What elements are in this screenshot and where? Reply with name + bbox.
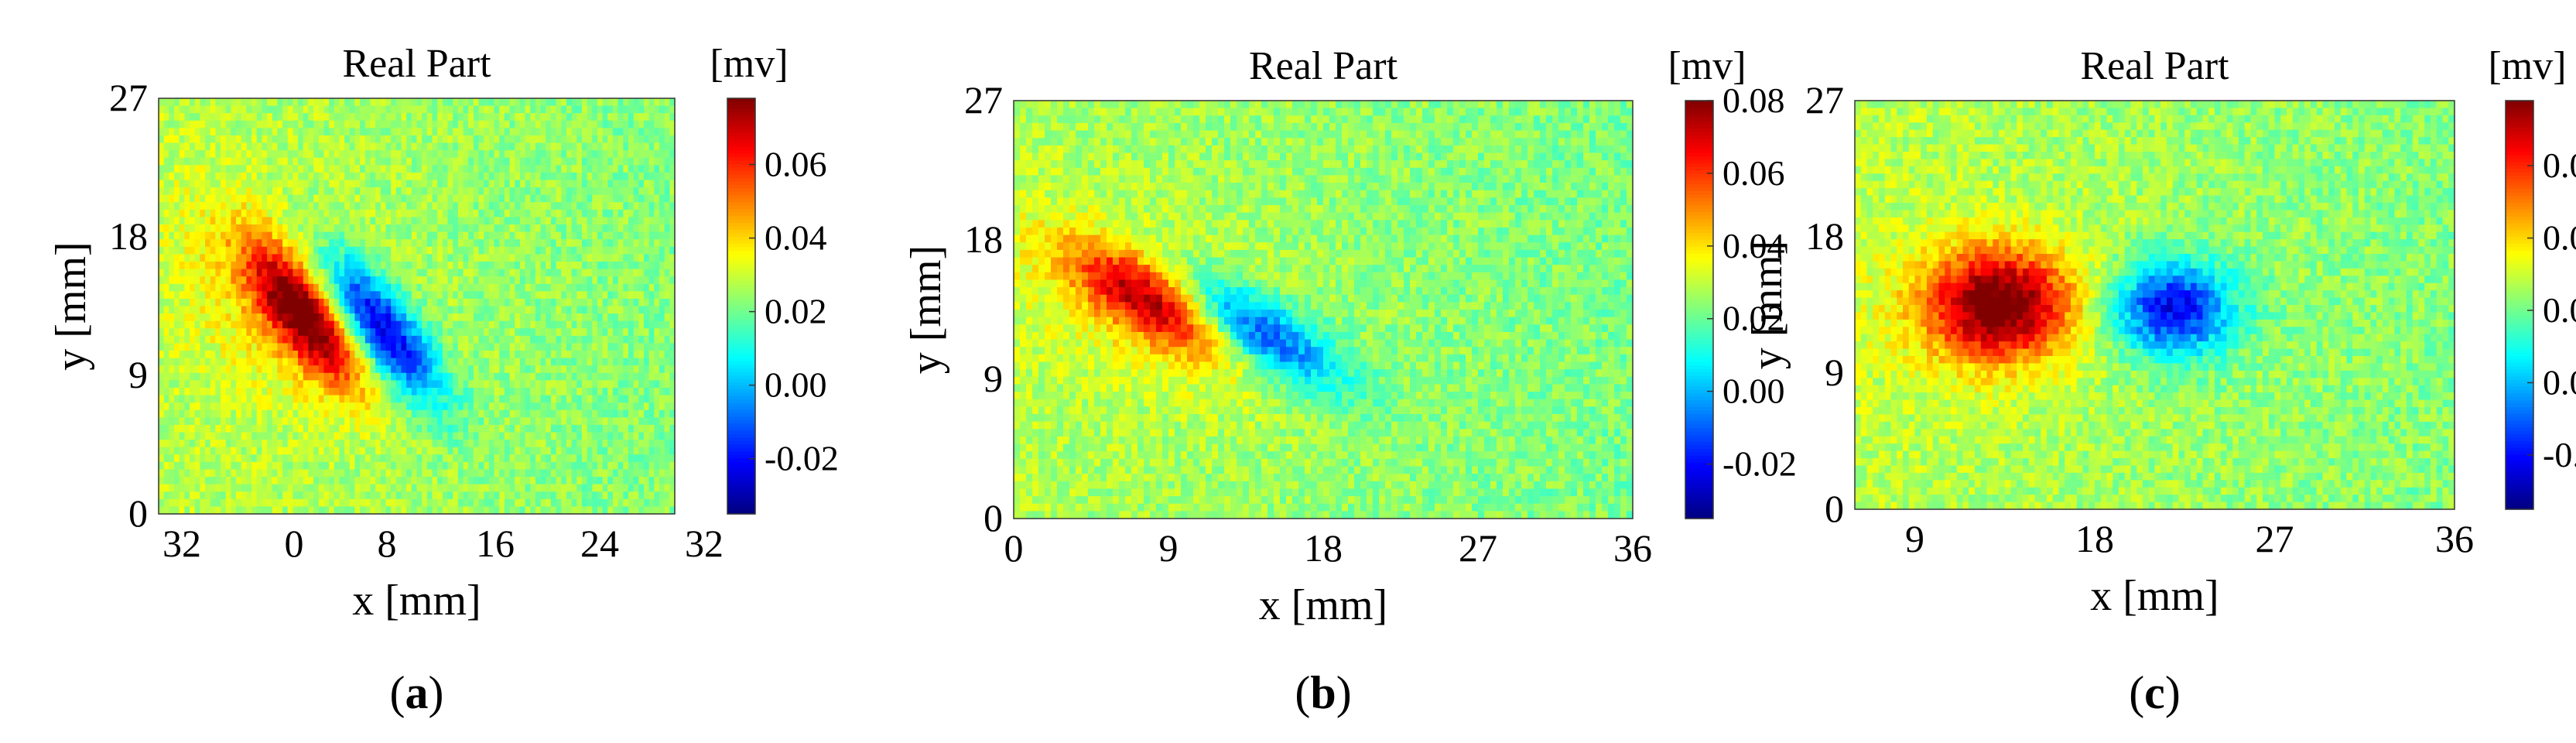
- colorbar-tick-label: 0.06: [765, 145, 827, 184]
- plot-frame: [1013, 100, 1634, 519]
- panel-c: Real Part 0 9 18 27 y [mm] 9 18 27 36 x [mm] (c) -0.…: [1726, 0, 2576, 743]
- y-tick-label: 0: [128, 491, 148, 535]
- y-axis-label: y [mm]: [902, 245, 950, 374]
- chart-title: Real Part: [1249, 44, 1398, 88]
- heatmap-svg-a: Real Part 0 9 18 27 y [mm] 32 0 8 16 24 32 x [mm] (a)…: [47, 42, 839, 718]
- x-tick-label: 27: [2256, 517, 2294, 560]
- y-tick-label: 27: [964, 78, 1003, 122]
- colorbar-tick-label: 0.00: [1722, 372, 1785, 411]
- y-tick-label: 18: [109, 214, 148, 258]
- panel-a: Real Part 0 9 18 27 y [mm] 32 0 8 16 24 32 x [mm] (a)…: [0, 0, 851, 743]
- colorbar: [727, 98, 756, 515]
- y-tick-label: 0: [984, 496, 1003, 539]
- colorbar-unit: [mv]: [1668, 44, 1746, 88]
- heatmap-cells: [159, 98, 676, 515]
- colorbar-tick-label: 0.04: [1722, 226, 1785, 265]
- y-tick-label: 27: [1805, 78, 1844, 122]
- colorbar-tick-label: 0.04: [765, 218, 827, 258]
- colorbar-unit: [mv]: [710, 42, 788, 86]
- x-tick-label: 36: [2435, 517, 2474, 560]
- chart-title: Real Part: [2080, 44, 2229, 88]
- heatmap-svg-b: Real Part 0 9 18 27 y [mm] 0 9 18 27 36 x [mm] (b) -0…: [902, 44, 1797, 718]
- panel-caption: (a): [390, 667, 444, 718]
- colorbar-tick-label: 0.02: [1722, 299, 1785, 338]
- x-tick-label: 16: [476, 522, 515, 565]
- colorbar-unit: [mv]: [2488, 44, 2566, 88]
- x-tick-label: 27: [1459, 526, 1497, 570]
- y-tick-label: 9: [1825, 351, 1844, 394]
- colorbar-tick-label: 0.00: [765, 365, 827, 405]
- x-tick-label: 9: [1159, 526, 1179, 570]
- colorbar-tick-label: -0.02: [765, 439, 839, 478]
- x-tick-label: 0: [285, 522, 304, 565]
- x-tick-label: 8: [378, 522, 397, 565]
- colorbar-tick-label: 0.06: [2543, 146, 2576, 185]
- plot-frame: [1854, 100, 2455, 510]
- heatmap-svg-c: Real Part 0 9 18 27 y [mm] 9 18 27 36 x [mm] (c) -0.…: [1743, 44, 2576, 718]
- x-tick-label: 18: [2075, 517, 2114, 560]
- colorbar-tick-label: 0.00: [2543, 362, 2576, 402]
- colorbar-tick-label: 0.08: [1722, 80, 1785, 120]
- x-axis-label: x [mm]: [352, 577, 481, 625]
- x-tick-label: 24: [580, 522, 619, 565]
- colorbar-tick-label: -0.02: [2543, 435, 2576, 474]
- colorbar-tick-label: 0.06: [1722, 153, 1785, 193]
- colorbar-tick-label: 0.02: [765, 292, 827, 331]
- plot-frame: [158, 98, 676, 515]
- y-tick-label: 9: [128, 353, 148, 396]
- panel-caption: (b): [1295, 667, 1351, 718]
- chart-title: Real Part: [342, 42, 491, 86]
- x-tick-label: 32: [162, 522, 201, 565]
- y-axis-label: y [mm]: [1743, 241, 1791, 369]
- panel-b: Real Part 0 9 18 27 y [mm] 0 9 18 27 36 x [mm] (b) -0…: [851, 0, 1797, 743]
- y-axis-label: y [mm]: [47, 241, 95, 370]
- colorbar-tick-label: 0.02: [2543, 290, 2576, 330]
- y-tick-label: 27: [109, 76, 148, 119]
- y-tick-label: 0: [1825, 487, 1844, 530]
- y-tick-label: 18: [964, 217, 1003, 261]
- x-tick-label: 36: [1613, 526, 1652, 570]
- x-tick-label: 32: [685, 522, 724, 565]
- x-axis-label: x [mm]: [1259, 581, 1387, 629]
- x-tick-label: 9: [1905, 517, 1924, 560]
- colorbar-tick-label: 0.04: [2543, 218, 2576, 258]
- x-tick-label: 18: [1304, 526, 1343, 570]
- y-tick-label: 18: [1805, 214, 1844, 258]
- colorbar: [1685, 100, 1714, 519]
- heatmap-cells: [1855, 101, 2455, 510]
- x-axis-label: x [mm]: [2090, 572, 2219, 620]
- colorbar: [2505, 100, 2534, 510]
- colorbar-tick-label: -0.02: [1722, 444, 1797, 484]
- panel-caption: (c): [2129, 667, 2181, 718]
- x-tick-label: 0: [1004, 526, 1024, 570]
- y-tick-label: 9: [984, 357, 1003, 400]
- heatmap-cells: [1014, 101, 1634, 519]
